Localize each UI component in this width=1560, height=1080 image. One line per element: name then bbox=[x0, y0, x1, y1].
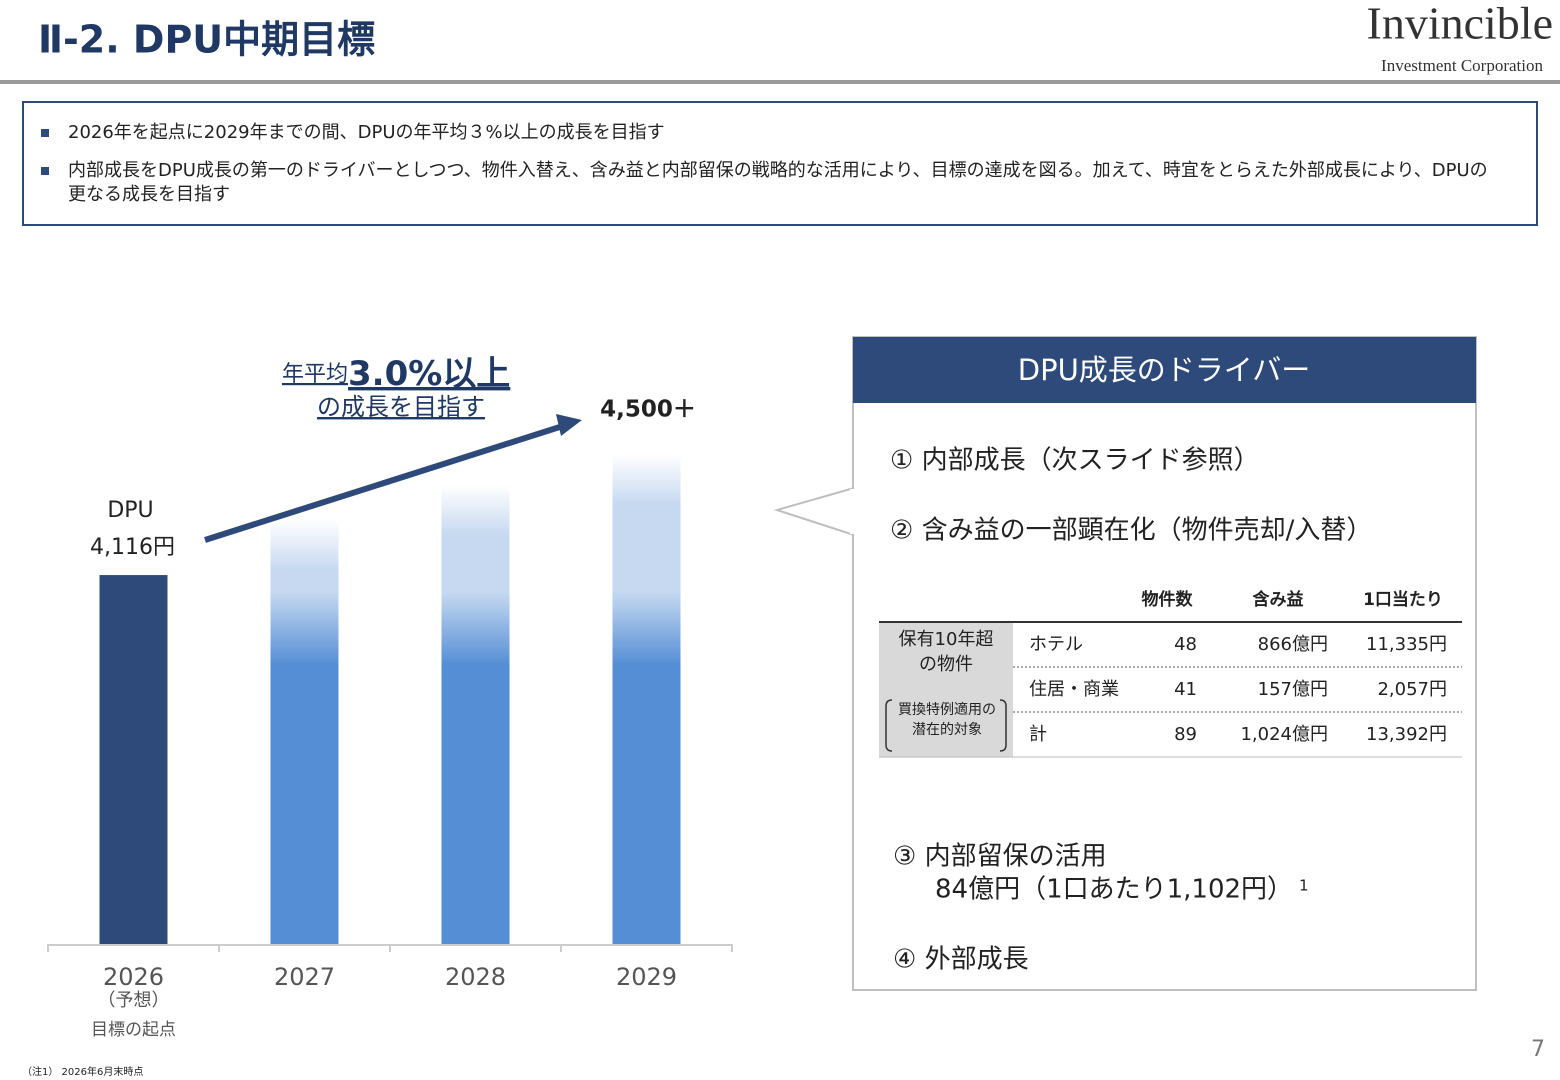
table-cell: 1,024億円 bbox=[1240, 724, 1328, 745]
driver-item: ② 含み益の一部顕在化（物件売却/入替） bbox=[890, 516, 1372, 546]
bar bbox=[441, 485, 510, 944]
bracket-label: 買換特例適用の bbox=[898, 701, 996, 718]
bracket-label: 潜在的対象 bbox=[912, 722, 982, 738]
growth-text: 年平均3.0%以上 bbox=[282, 354, 510, 394]
category-note: 目標の起点 bbox=[91, 1020, 176, 1040]
column-header: 含み益 bbox=[1253, 589, 1304, 610]
row-label: ホテル bbox=[1029, 634, 1083, 655]
table-cell: 41 bbox=[1174, 679, 1197, 700]
bullet-text: 2026年を起点に2029年までの間、DPUの年平均３%以上の成長を目指す bbox=[68, 122, 665, 143]
group-cell bbox=[879, 622, 1013, 757]
header-rule bbox=[0, 80, 1560, 84]
bullet-text: 内部成長をDPU成長の第一のドライバーとしつつ、物件入替え、含み益と内部留保の戦… bbox=[68, 160, 1488, 181]
row-label: 計 bbox=[1029, 724, 1047, 745]
page-number: 7 bbox=[1531, 1037, 1545, 1062]
table-cell: 11,335円 bbox=[1366, 634, 1447, 655]
table-cell: 866億円 bbox=[1258, 634, 1328, 655]
x-tick-label: 2029 bbox=[616, 963, 677, 991]
value-label: 4,116円 bbox=[90, 535, 175, 560]
growth-arrow bbox=[204, 422, 567, 543]
target-label: 4,500＋ bbox=[600, 397, 696, 423]
category-note: （予想） bbox=[98, 990, 170, 1011]
drivers-title: DPU成長のドライバー bbox=[1018, 353, 1310, 387]
table-cell: 157億円 bbox=[1258, 679, 1328, 700]
growth-suffix: の成長を目指す bbox=[317, 393, 485, 421]
x-tick-label: 2028 bbox=[445, 963, 506, 991]
driver-item: ④ 外部成長 bbox=[893, 945, 1029, 975]
column-header: 物件数 bbox=[1142, 589, 1194, 610]
bracket bbox=[885, 699, 1007, 752]
logo: Invincible bbox=[1367, 0, 1554, 49]
callout-gap bbox=[850, 489, 856, 534]
row-label: 住居・商業 bbox=[1029, 679, 1119, 700]
bullet-marker bbox=[41, 167, 49, 175]
driver-item: ③ 内部留保の活用 bbox=[893, 842, 1107, 872]
drivers-header bbox=[853, 337, 1476, 403]
callout-pointer bbox=[773, 487, 855, 536]
growth-rate: 3.0%以上 bbox=[348, 354, 510, 394]
table-cell: 2,057円 bbox=[1377, 679, 1447, 700]
table-cell: 89 bbox=[1174, 724, 1197, 745]
column-header: 1口当たり bbox=[1363, 589, 1443, 610]
group-label: の物件 bbox=[919, 654, 973, 675]
logo-sub: Investment Corporation bbox=[1381, 56, 1543, 75]
arrow-head bbox=[556, 414, 582, 436]
bar bbox=[99, 575, 168, 944]
bar bbox=[612, 454, 681, 944]
footnote-ref: 1 bbox=[1299, 877, 1309, 895]
slide-title: Ⅱ-2. DPU中期目標 bbox=[38, 18, 375, 62]
driver-detail: 84億円（1口あたり1,102円） bbox=[935, 875, 1293, 905]
x-tick-label: 2026 bbox=[103, 963, 164, 991]
table-cell: 48 bbox=[1174, 634, 1197, 655]
bullet-text: 更なる成長を目指す bbox=[68, 184, 230, 205]
group-label: 保有10年超 bbox=[899, 629, 994, 650]
series-label: DPU bbox=[107, 498, 153, 523]
bullet-marker bbox=[41, 129, 49, 137]
growth-prefix: 年平均 bbox=[282, 362, 348, 387]
summary-box bbox=[22, 101, 1538, 226]
table-cell: 13,392円 bbox=[1366, 724, 1447, 745]
driver-item: ① 内部成長（次スライド参照） bbox=[890, 446, 1260, 476]
x-tick-label: 2027 bbox=[274, 963, 335, 991]
bar bbox=[270, 520, 339, 944]
footnote: （注1） 2026年6月末時点 bbox=[22, 1065, 143, 1078]
